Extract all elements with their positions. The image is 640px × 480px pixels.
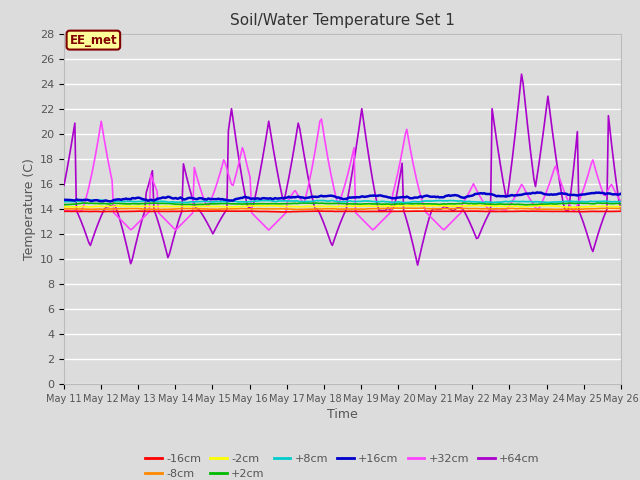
X-axis label: Time: Time: [327, 408, 358, 421]
Title: Soil/Water Temperature Set 1: Soil/Water Temperature Set 1: [230, 13, 455, 28]
Legend: -16cm, -8cm, -2cm, +2cm, +8cm, +16cm, +32cm, +64cm: -16cm, -8cm, -2cm, +2cm, +8cm, +16cm, +3…: [141, 449, 544, 480]
Text: EE_met: EE_met: [70, 34, 117, 47]
Y-axis label: Temperature (C): Temperature (C): [23, 158, 36, 260]
